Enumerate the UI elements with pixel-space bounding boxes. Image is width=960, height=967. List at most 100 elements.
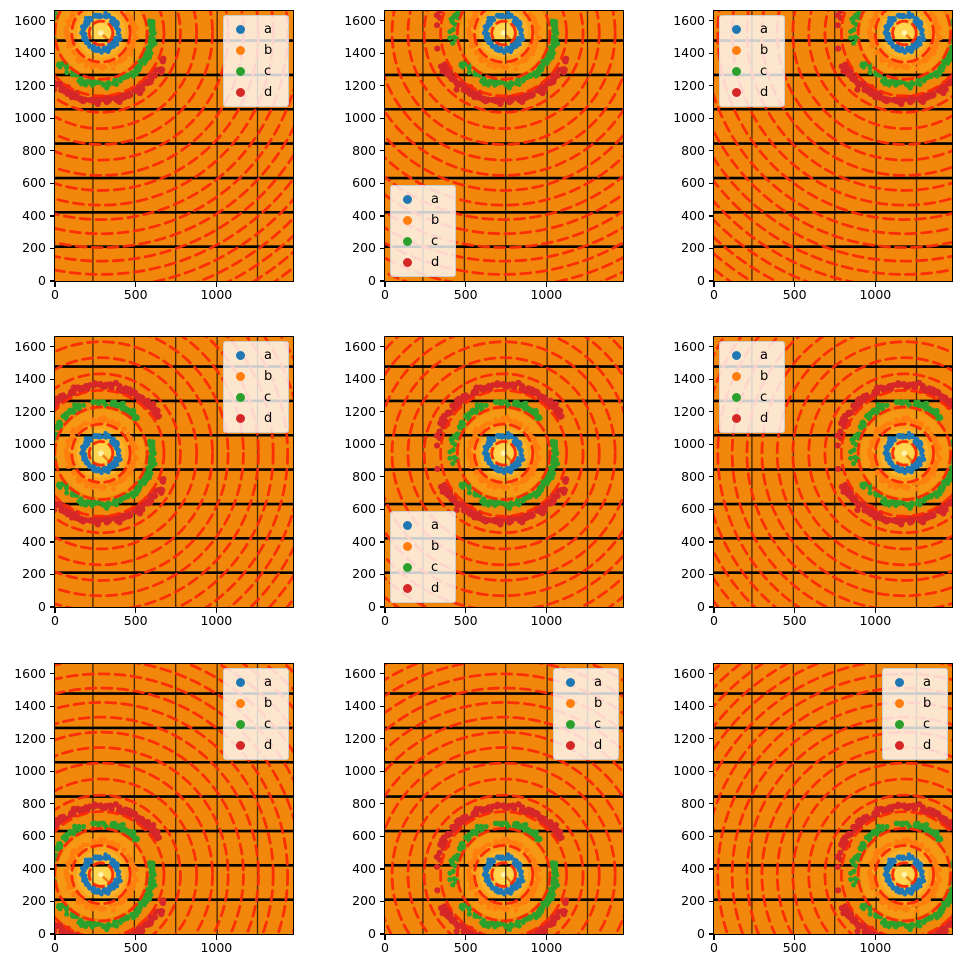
legend-item-d: d bbox=[224, 735, 288, 756]
x-tick-label: 500 bbox=[782, 613, 807, 628]
y-tick-mark bbox=[708, 770, 713, 772]
legend-item-c: c bbox=[720, 387, 784, 408]
legend-item-b: b bbox=[391, 536, 455, 557]
legend-item-d: d bbox=[224, 408, 288, 429]
x-tick-mark bbox=[215, 282, 217, 287]
y-tick-label: 1400 bbox=[14, 698, 46, 714]
y-tick-mark bbox=[49, 673, 54, 675]
y-tick-mark bbox=[49, 52, 54, 54]
x-tick-mark bbox=[794, 282, 796, 287]
legend-label-b: b bbox=[264, 696, 273, 711]
y-tick-label: 200 bbox=[681, 566, 705, 582]
y-tick-label: 400 bbox=[352, 207, 376, 223]
x-tick-mark bbox=[545, 608, 547, 613]
legend-label-b: b bbox=[594, 696, 603, 711]
y-tick-label: 1000 bbox=[673, 110, 705, 126]
legend-item-b: b bbox=[720, 366, 784, 387]
legend-marker-b-icon bbox=[403, 216, 412, 225]
y-tick-mark bbox=[49, 803, 54, 805]
legend-item-b: b bbox=[554, 693, 618, 714]
legend-label-d: d bbox=[264, 411, 273, 426]
y-tick-mark bbox=[708, 803, 713, 805]
y-tick-mark bbox=[708, 215, 713, 217]
x-tick-label: 0 bbox=[51, 940, 59, 955]
y-tick-mark bbox=[708, 508, 713, 510]
y-tick-label: 800 bbox=[22, 468, 46, 484]
legend-marker-a-icon bbox=[236, 351, 245, 360]
x-tick-label: 0 bbox=[51, 613, 59, 628]
y-tick-label: 0 bbox=[368, 926, 376, 941]
legend-marker-c-icon bbox=[236, 720, 245, 729]
legend-item-c: c bbox=[554, 714, 618, 735]
x-tick-mark bbox=[545, 282, 547, 287]
legend-item-a: a bbox=[720, 19, 784, 40]
x-tick-label: 1000 bbox=[859, 613, 892, 628]
legend-label-c: c bbox=[264, 717, 272, 732]
y-tick-mark bbox=[708, 85, 713, 87]
y-tick-label: 1200 bbox=[673, 403, 705, 419]
legend-marker-a-icon bbox=[895, 678, 904, 687]
y-tick-label: 600 bbox=[22, 175, 46, 191]
y-tick-label: 800 bbox=[352, 142, 376, 158]
y-tick-mark bbox=[708, 673, 713, 675]
x-tick-label: 1000 bbox=[200, 287, 233, 302]
y-tick-mark bbox=[708, 541, 713, 543]
y-tick-mark bbox=[379, 705, 384, 707]
y-tick-mark bbox=[379, 606, 384, 608]
y-tick-label: 200 bbox=[22, 893, 46, 909]
y-tick-label: 0 bbox=[38, 926, 46, 941]
y-tick-mark bbox=[708, 705, 713, 707]
x-tick-mark bbox=[135, 935, 137, 940]
legend-marker-d-icon bbox=[895, 741, 904, 750]
legend-label-c: c bbox=[923, 717, 931, 732]
x-tick-label: 500 bbox=[782, 287, 807, 302]
legend-marker-d-icon bbox=[236, 741, 245, 750]
y-tick-label: 0 bbox=[697, 599, 705, 614]
x-tick-mark bbox=[874, 935, 876, 940]
legend-label-a: a bbox=[264, 675, 272, 690]
y-tick-mark bbox=[49, 443, 54, 445]
x-tick-label: 0 bbox=[381, 287, 389, 302]
legend-marker-d-icon bbox=[732, 414, 741, 423]
legend-marker-d-icon bbox=[403, 258, 412, 267]
x-tick-label: 1000 bbox=[530, 613, 563, 628]
x-tick-mark bbox=[794, 608, 796, 613]
y-tick-mark bbox=[708, 573, 713, 576]
y-tick-mark bbox=[49, 378, 54, 380]
y-tick-label: 1200 bbox=[344, 403, 376, 419]
x-tick-label: 1000 bbox=[200, 940, 233, 955]
y-tick-label: 800 bbox=[681, 468, 705, 484]
y-tick-mark bbox=[49, 738, 54, 740]
y-tick-label: 1400 bbox=[673, 371, 705, 387]
legend-marker-d-icon bbox=[236, 88, 245, 97]
x-tick-mark bbox=[465, 608, 467, 613]
y-tick-mark bbox=[379, 346, 384, 348]
legend-item-b: b bbox=[224, 40, 288, 61]
y-tick-label: 1600 bbox=[344, 665, 376, 681]
y-tick-mark bbox=[379, 280, 384, 282]
y-tick-mark bbox=[379, 378, 384, 380]
legend-marker-d-icon bbox=[566, 741, 575, 750]
y-tick-mark bbox=[708, 738, 713, 740]
y-tick-label: 400 bbox=[22, 207, 46, 223]
y-tick-mark bbox=[379, 835, 384, 837]
y-tick-label: 400 bbox=[352, 860, 376, 876]
legend-label-d: d bbox=[760, 411, 769, 426]
legend-label-b: b bbox=[431, 213, 440, 228]
y-tick-mark bbox=[708, 52, 713, 54]
legend-marker-b-icon bbox=[236, 46, 245, 55]
y-tick-mark bbox=[379, 541, 384, 543]
legend-marker-c-icon bbox=[895, 720, 904, 729]
y-tick-label: 200 bbox=[681, 893, 705, 909]
legend-item-d: d bbox=[391, 578, 455, 599]
legend-marker-c-icon bbox=[732, 67, 741, 76]
y-tick-label: 1000 bbox=[14, 763, 46, 779]
legend-label-c: c bbox=[594, 717, 602, 732]
y-tick-label: 1400 bbox=[673, 45, 705, 61]
y-tick-mark bbox=[708, 933, 713, 935]
legend-label-a: a bbox=[760, 22, 768, 37]
x-tick-label: 1000 bbox=[530, 940, 563, 955]
